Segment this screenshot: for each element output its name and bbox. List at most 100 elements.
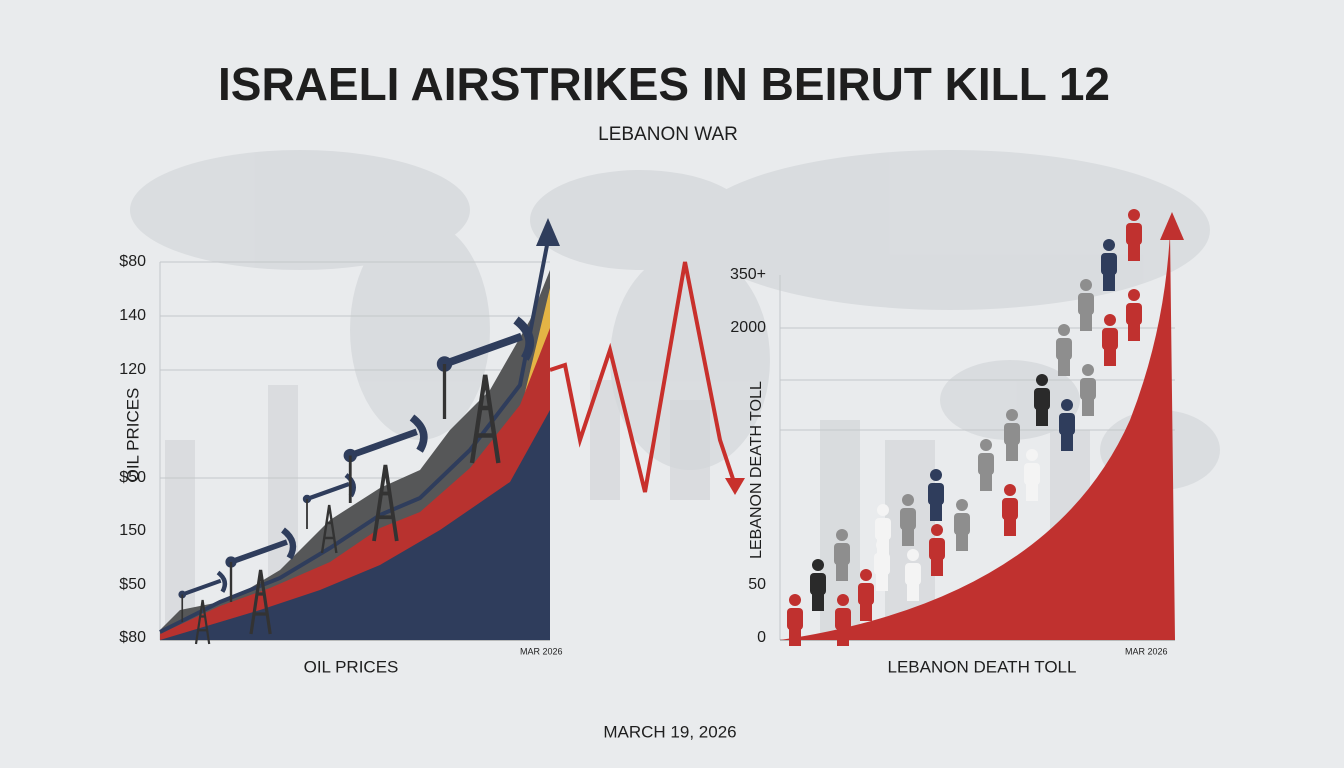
- person-icon: [900, 494, 916, 546]
- person-legs: [980, 473, 992, 491]
- person-body: [978, 453, 994, 475]
- person-head: [1036, 374, 1048, 386]
- person-head: [1006, 409, 1018, 421]
- person-head: [1103, 239, 1115, 251]
- area-navy: [160, 410, 550, 640]
- person-legs: [812, 593, 824, 611]
- person-legs: [956, 533, 968, 551]
- person-head: [1104, 314, 1116, 326]
- person-body: [1024, 463, 1040, 485]
- y-tick-label: $80: [119, 629, 146, 646]
- person-icon: [1059, 399, 1075, 451]
- pump-beam: [306, 482, 350, 501]
- pump-head: [216, 570, 228, 593]
- death-toll-arrow: [1160, 212, 1184, 240]
- person-legs: [1128, 323, 1140, 341]
- pump-beam: [443, 332, 523, 368]
- person-head: [877, 504, 889, 516]
- person-head: [789, 594, 801, 606]
- person-body: [929, 538, 945, 560]
- right-caption: LEBANON DEATH TOLL: [888, 657, 1077, 676]
- person-icon: [810, 559, 826, 611]
- y-tick-label: 0: [757, 629, 766, 646]
- pump-tower: [372, 464, 399, 542]
- person-legs: [930, 503, 942, 521]
- person-icon: [1002, 484, 1018, 536]
- title: ISRAELI AIRSTRIKES IN BEIRUT KILL 12: [218, 58, 1110, 110]
- person-body: [835, 608, 851, 630]
- person-head: [836, 529, 848, 541]
- person-body: [1002, 498, 1018, 520]
- person-icon: [875, 504, 891, 556]
- person-head: [907, 549, 919, 561]
- person-body: [1004, 423, 1020, 445]
- y-tick-label: 2000: [730, 319, 766, 336]
- person-head: [1082, 364, 1094, 376]
- pump-jack: [343, 414, 428, 542]
- trend-arrow: [536, 218, 560, 246]
- pump-head: [280, 527, 297, 560]
- person-body: [834, 543, 850, 565]
- person-icon: [954, 499, 970, 551]
- person-body: [954, 513, 970, 535]
- person-head: [812, 559, 824, 571]
- y-tick-label: 150: [119, 522, 146, 539]
- footer-date: MARCH 19, 2026: [603, 722, 736, 741]
- pump-tower: [194, 599, 211, 645]
- person-legs: [1058, 358, 1070, 376]
- left-date: MAR 2026: [520, 646, 563, 656]
- person-body: [874, 553, 890, 575]
- person-head: [902, 494, 914, 506]
- person-legs: [907, 583, 919, 601]
- person-head: [930, 469, 942, 481]
- death-toll-area: [780, 232, 1175, 640]
- right-y-title: LEBANON DEATH TOLL: [748, 381, 765, 559]
- person-icon: [1004, 409, 1020, 461]
- person-body: [1080, 378, 1096, 400]
- person-head: [980, 439, 992, 451]
- person-icon: [1102, 314, 1118, 366]
- person-icon: [1078, 279, 1094, 331]
- people-icons: [787, 209, 1142, 646]
- y-tick-label: $50: [119, 576, 146, 593]
- person-legs: [860, 603, 872, 621]
- pump-tower: [469, 374, 501, 464]
- person-body: [928, 483, 944, 505]
- zigzag-line: [549, 261, 737, 493]
- pump-head: [409, 414, 428, 453]
- pump-jack: [302, 473, 356, 554]
- person-icon: [1080, 364, 1096, 416]
- person-icon: [1034, 374, 1050, 426]
- person-icon: [1024, 449, 1040, 501]
- person-head: [1061, 399, 1073, 411]
- right-date: MAR 2026: [1125, 646, 1168, 656]
- person-legs: [1128, 243, 1140, 261]
- subtitle: LEBANON WAR: [598, 124, 738, 145]
- person-body: [858, 583, 874, 605]
- y-tick-label: 120: [119, 361, 146, 378]
- person-icon: [858, 569, 874, 621]
- person-icon: [1056, 324, 1072, 376]
- pump-jacks: [178, 316, 535, 645]
- person-icon: [834, 529, 850, 581]
- person-body: [1059, 413, 1075, 435]
- pump-beam: [181, 578, 222, 597]
- person-head: [860, 569, 872, 581]
- y-tick-label: $80: [119, 253, 146, 270]
- person-head: [1080, 279, 1092, 291]
- person-body: [1034, 388, 1050, 410]
- person-legs: [836, 563, 848, 581]
- person-legs: [1103, 273, 1115, 291]
- person-icon: [929, 524, 945, 576]
- person-legs: [931, 558, 943, 576]
- person-icon: [928, 469, 944, 521]
- right-panel: MAR 2026 LEBANON DEATH TOLL LEBANON DEAT…: [730, 209, 1184, 676]
- person-head: [956, 499, 968, 511]
- person-icon: [1101, 239, 1117, 291]
- left-y-title: OIL PRICES: [123, 388, 142, 483]
- trend-line: [159, 239, 550, 634]
- person-legs: [1004, 518, 1016, 536]
- pump-head: [513, 316, 535, 361]
